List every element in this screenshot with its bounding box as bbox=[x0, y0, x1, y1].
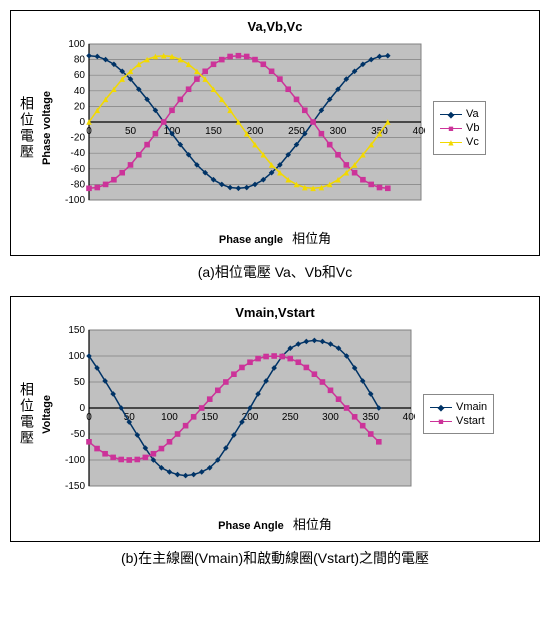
chart-b-xlabel-en: Phase Angle bbox=[218, 520, 284, 532]
svg-text:0: 0 bbox=[79, 117, 85, 128]
chart-a-ylabel: Phase voltage bbox=[39, 91, 55, 165]
svg-text:-100: -100 bbox=[65, 195, 85, 206]
svg-text:100: 100 bbox=[161, 412, 178, 423]
chart-a-body: 相位電壓 Phase voltage -100 -80 -60 -40 -20 0 20 40… bbox=[11, 38, 539, 224]
svg-text:80: 80 bbox=[74, 55, 86, 66]
svg-text:150: 150 bbox=[201, 412, 218, 423]
chart-b-title: Vmain,Vstart bbox=[11, 297, 539, 324]
svg-text:-100: -100 bbox=[65, 455, 85, 466]
svg-text:300: 300 bbox=[330, 126, 347, 137]
legend-item: ◆Va bbox=[440, 108, 479, 120]
svg-text:50: 50 bbox=[125, 126, 137, 137]
figure-a: Va,Vb,Vc 相位電壓 Phase voltage -100 -80 -60 -4… bbox=[10, 10, 540, 256]
chart-a-legend: ◆Va ■Vb ▲Vc bbox=[433, 101, 486, 155]
svg-text:150: 150 bbox=[68, 325, 85, 336]
chart-b-ylabel: Voltage bbox=[39, 395, 55, 434]
svg-text:40: 40 bbox=[74, 86, 86, 97]
svg-text:400: 400 bbox=[413, 126, 425, 137]
svg-text:-60: -60 bbox=[71, 164, 86, 175]
legend-item: ▲Vc bbox=[440, 136, 479, 148]
chart-b-body: 相位電壓 Voltage -150-100-500501001500501001… bbox=[11, 324, 539, 510]
svg-text:-20: -20 bbox=[71, 133, 86, 144]
svg-text:300: 300 bbox=[322, 412, 339, 423]
chart-b-xlabel-row: Phase Angle 相位角 bbox=[11, 510, 539, 541]
svg-text:20: 20 bbox=[74, 101, 86, 112]
chart-a-xlabel-en: Phase angle bbox=[219, 234, 283, 246]
svg-text:60: 60 bbox=[74, 70, 86, 81]
chart-b-legend: ◆Vmain ■Vstart bbox=[423, 394, 494, 434]
legend-item: ■Vstart bbox=[430, 415, 487, 427]
svg-text:-80: -80 bbox=[71, 179, 86, 190]
svg-text:150: 150 bbox=[205, 126, 222, 137]
svg-text:-150: -150 bbox=[65, 481, 85, 492]
svg-text:400: 400 bbox=[403, 412, 415, 423]
svg-text:0: 0 bbox=[79, 403, 85, 414]
chart-b-xlabel-cn: 相位角 bbox=[293, 517, 332, 532]
chart-b-svg: -150-100-5005010015005010015020025030035… bbox=[55, 324, 415, 504]
figure-b: Vmain,Vstart 相位電壓 Voltage -150 -100 -50 0 50… bbox=[10, 296, 540, 542]
chart-a-side-label: 相位電壓 bbox=[17, 96, 39, 160]
svg-text:200: 200 bbox=[247, 126, 264, 137]
chart-a-plot-wrap: -100-80-60-40-20020406080100050100150200… bbox=[55, 38, 533, 218]
chart-a-xlabel-row: Phase angle 相位角 bbox=[11, 224, 539, 255]
chart-a-xlabel-cn: 相位角 bbox=[292, 231, 331, 246]
svg-text:-50: -50 bbox=[71, 429, 86, 440]
chart-a-title: Va,Vb,Vc bbox=[11, 11, 539, 38]
chart-b-side-label: 相位電壓 bbox=[17, 382, 39, 446]
svg-text:100: 100 bbox=[68, 351, 85, 362]
legend-item: ◆Vmain bbox=[430, 401, 487, 413]
chart-b-plot-wrap: -150-100-5005010015005010015020025030035… bbox=[55, 324, 533, 504]
svg-text:250: 250 bbox=[282, 412, 299, 423]
chart-a-svg: -100-80-60-40-20020406080100050100150200… bbox=[55, 38, 425, 218]
legend-item: ■Vb bbox=[440, 122, 479, 134]
svg-text:50: 50 bbox=[74, 377, 86, 388]
caption-b: (b)在主線圈(Vmain)和啟動線圈(Vstart)之間的電壓 bbox=[10, 548, 540, 568]
caption-a: (a)相位電壓 Va、Vb和Vc bbox=[10, 262, 540, 282]
svg-text:350: 350 bbox=[362, 412, 379, 423]
svg-text:100: 100 bbox=[68, 39, 85, 50]
svg-text:-40: -40 bbox=[71, 148, 86, 159]
